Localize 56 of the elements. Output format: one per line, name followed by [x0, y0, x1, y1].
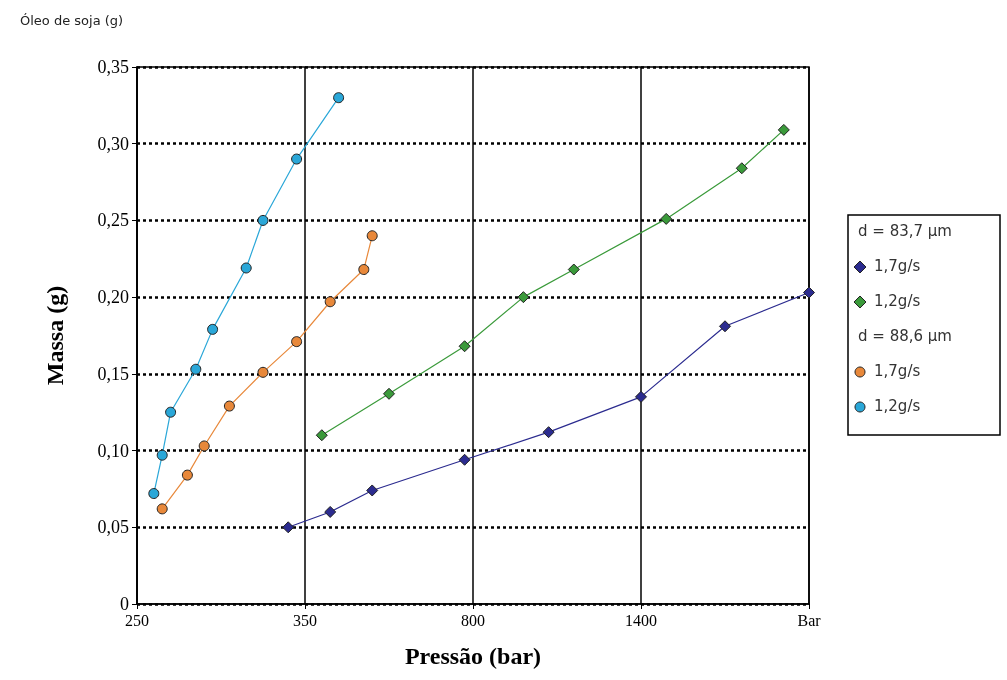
point [240, 262, 252, 274]
x-tick-label: 350 [293, 611, 317, 629]
point [324, 505, 337, 518]
y-tick-label: 0 [120, 594, 129, 614]
point [517, 291, 530, 304]
point [567, 263, 580, 276]
point [156, 503, 168, 515]
point [333, 92, 345, 104]
point [719, 320, 731, 333]
point [635, 390, 647, 403]
point [165, 406, 177, 418]
point [148, 488, 160, 500]
y-tick-label: 0,05 [97, 517, 129, 538]
point [735, 162, 748, 175]
chart-title: Óleo de soja (g) [20, 13, 124, 28]
point [660, 212, 673, 225]
point [257, 214, 269, 226]
legend-label: 1,7g/s [874, 256, 921, 275]
point [366, 484, 379, 497]
text: d = 83,7 μm [858, 221, 952, 240]
point [458, 453, 471, 466]
point [777, 123, 790, 136]
y-tick-label: 0,10 [97, 440, 129, 461]
point [257, 366, 269, 378]
point [156, 449, 168, 461]
point [803, 286, 815, 299]
point [207, 323, 219, 335]
text: d = 88,6 μm [858, 326, 952, 345]
point [315, 429, 328, 442]
point [383, 387, 395, 400]
point [358, 264, 370, 276]
point [291, 153, 303, 165]
point [458, 340, 471, 353]
point [542, 426, 555, 439]
x-tick-label: 800 [461, 611, 485, 629]
y-tick-label: 0,20 [97, 287, 129, 308]
point [324, 296, 336, 308]
x-tick-label: Bar [797, 611, 822, 629]
y-tick-label: 0,35 [97, 57, 129, 77]
point [223, 400, 235, 412]
point [181, 469, 193, 481]
y-tick-label: 0,15 [97, 363, 129, 384]
point [282, 521, 295, 534]
x-tick-label: 250 [125, 611, 149, 629]
x-axis-title: Pressão (bar) [404, 643, 542, 669]
y-tick-label: 0,25 [97, 210, 129, 231]
point [291, 336, 303, 348]
point [198, 440, 210, 452]
point [190, 363, 202, 375]
y-axis-title: Massa (g) [42, 285, 68, 386]
legend-label: 1,7g/s [874, 361, 921, 380]
legend-label: 1,2g/s [874, 396, 921, 415]
y-tick-label: 0,30 [97, 133, 129, 154]
point [366, 230, 378, 242]
legend-label: 1,2g/s [874, 291, 921, 310]
x-tick-label: 1400 [625, 611, 657, 629]
